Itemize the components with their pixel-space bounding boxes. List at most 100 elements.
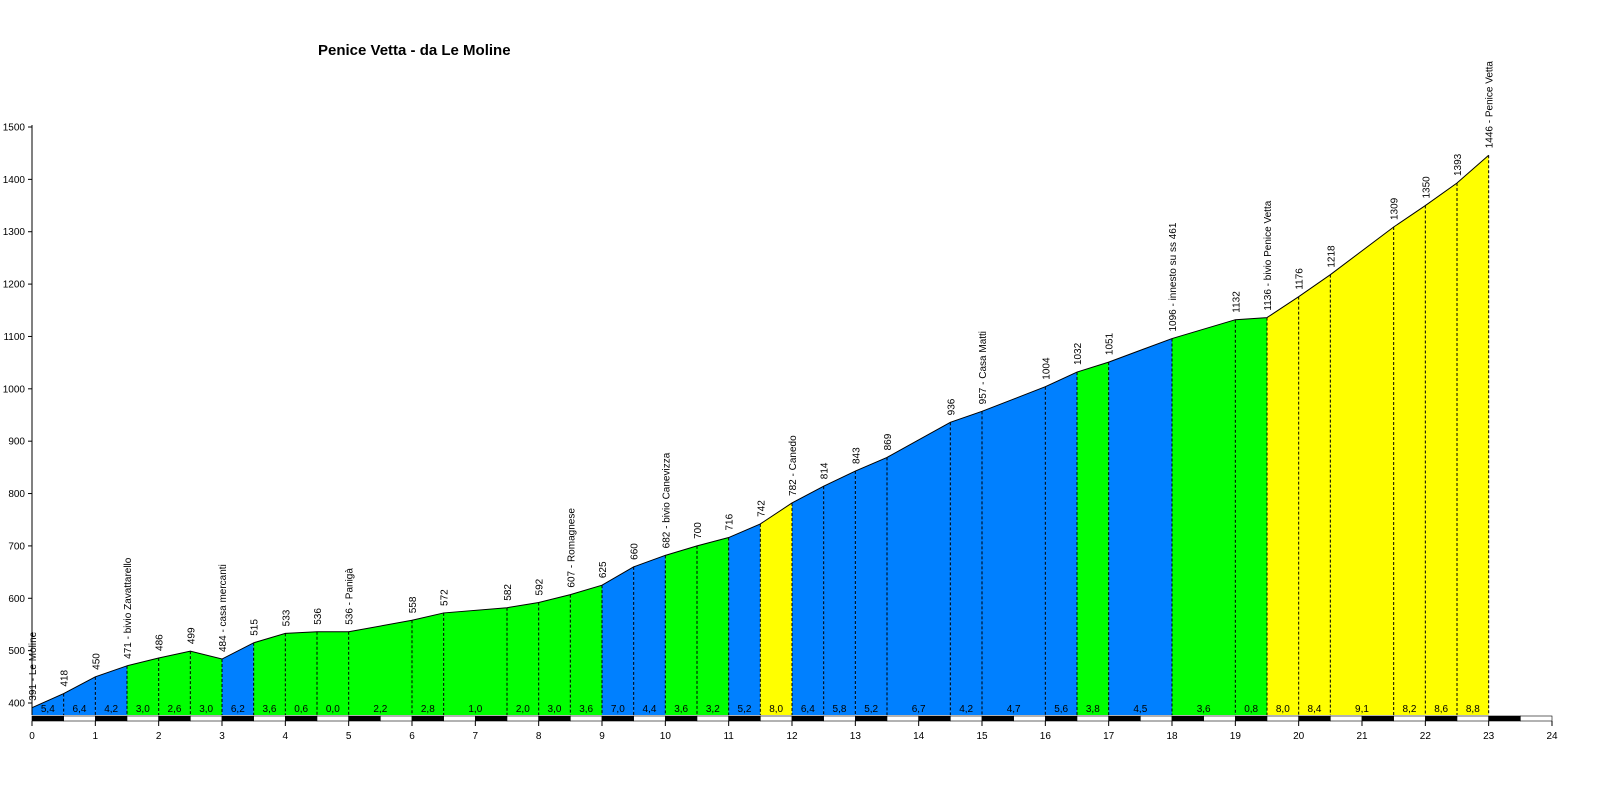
elevation-label: 499 [186,627,197,644]
profile-segment [823,471,856,715]
y-tick-label: 1400 [3,175,26,186]
y-tick-label: 1300 [3,227,26,238]
segment-dividers [63,155,1490,715]
x-tick-label: 0 [29,731,35,742]
x-tick-label: 21 [1356,731,1368,742]
x-tick-label: 20 [1293,731,1305,742]
elevation-label: 716 [725,513,736,530]
x-tick-label: 13 [850,731,862,742]
x-tick-label: 24 [1546,731,1558,742]
profile-line [31,154,1489,709]
x-tick-label: 2 [156,731,162,742]
km-bar-cell [1013,715,1046,722]
profile-segment [63,676,96,715]
elevation-label: 1132 [1231,291,1242,313]
km-bar-cell [95,715,128,722]
profile-segment [1330,227,1394,716]
elevation-label: 515 [250,619,261,636]
elevation-label: 1032 [1073,342,1084,365]
km-bar-cell [126,715,159,722]
km-bar-cell [791,715,824,722]
gradient-label: 2,6 [168,704,182,715]
profile-segment [950,411,982,715]
km-bar-cell [506,715,539,722]
profile-segment [1077,362,1109,715]
elevation-label: 536 - Panigà [345,568,356,625]
elevation-label: 536 [313,608,324,625]
gradient-label: 2,0 [516,704,530,715]
profile-segment [887,422,951,715]
km-bar-cell [918,715,951,722]
x-tick-label: 8 [536,731,542,742]
elevation-label: 1218 [1326,245,1337,268]
x-tick-label: 23 [1483,731,1495,742]
elevation-label: 1350 [1421,176,1432,199]
gradient-label: 8,8 [1466,704,1480,715]
gradient-label: 4,2 [959,704,973,715]
profile-segment [127,657,159,715]
km-bar-cell [981,715,1014,722]
x-tick-label: 11 [723,731,734,742]
profile-segment [570,585,602,715]
profile-segment [665,545,697,715]
axes: 4005006007008009001000110012001300140015… [3,123,1558,743]
profile-segment [1045,372,1077,715]
elevation-label: 486 [155,634,166,651]
km-bar-cell [1203,715,1236,722]
profile-segment [507,602,539,715]
profile-segment [1298,274,1331,715]
km-bar-cell [760,715,793,722]
elevation-label: 533 [281,609,292,626]
km-bar-cell [601,715,634,722]
profile-segment [443,607,507,715]
km-bar-cell [1108,715,1141,722]
gradient-label: 8,0 [769,704,783,715]
gradient-label: 5,8 [833,704,847,715]
gradient-label: 3,2 [706,704,720,715]
profile-segment [855,457,887,715]
x-tick-label: 18 [1166,731,1178,742]
km-bar-cell [443,715,476,722]
km-bar-cell [348,715,381,722]
x-tick-label: 5 [346,731,352,742]
elevation-label: 450 [91,653,102,670]
profile-segment [253,633,286,715]
y-tick-label: 1000 [3,384,26,395]
profile-segment [348,620,412,715]
x-tick-label: 3 [219,731,225,742]
x-tick-label: 4 [283,731,289,742]
km-bar-cell [253,715,286,722]
km-bar-cell [1045,715,1078,722]
y-tick-label: 1100 [3,332,25,343]
km-bar-cell [1425,715,1458,722]
gradient-label: 2,8 [421,704,435,715]
x-tick-label: 10 [660,731,672,742]
profile-segment [602,566,634,715]
gradient-label: 0,8 [1244,704,1258,715]
profile-segment [1393,205,1426,715]
elevation-label: 1446 - Penice Vetta [1485,61,1496,149]
elevation-labels: 391 - Le Moline 418 450 471 - bivio Zavatta… [28,61,1496,701]
elevation-label: 843 [851,447,862,464]
elevation-label: 558 [408,596,419,613]
gradient-label: 3,0 [199,704,213,715]
gradient-label: 1,0 [468,704,482,715]
profile-segment [32,693,64,715]
gradient-label: 8,0 [1276,704,1290,715]
elevation-label: 418 [60,669,71,686]
elevation-label: 869 [883,433,894,450]
elevation-label: 1136 - bivio Penice Vetta [1263,200,1274,310]
y-tick-label: 400 [8,699,25,710]
km-bar-cell [1076,715,1109,722]
gradient-label: 5,2 [864,704,878,715]
x-tick-label: 17 [1103,731,1115,742]
elevation-label: 1051 [1105,332,1116,355]
y-tick-label: 1200 [3,280,26,291]
km-bar-cell [1330,715,1363,722]
elevation-label: 1309 [1390,197,1401,220]
km-bar-cell [190,715,223,722]
km-bar-cell [570,715,603,722]
y-tick-label: 700 [8,541,25,552]
km-bar-cell [886,715,919,722]
